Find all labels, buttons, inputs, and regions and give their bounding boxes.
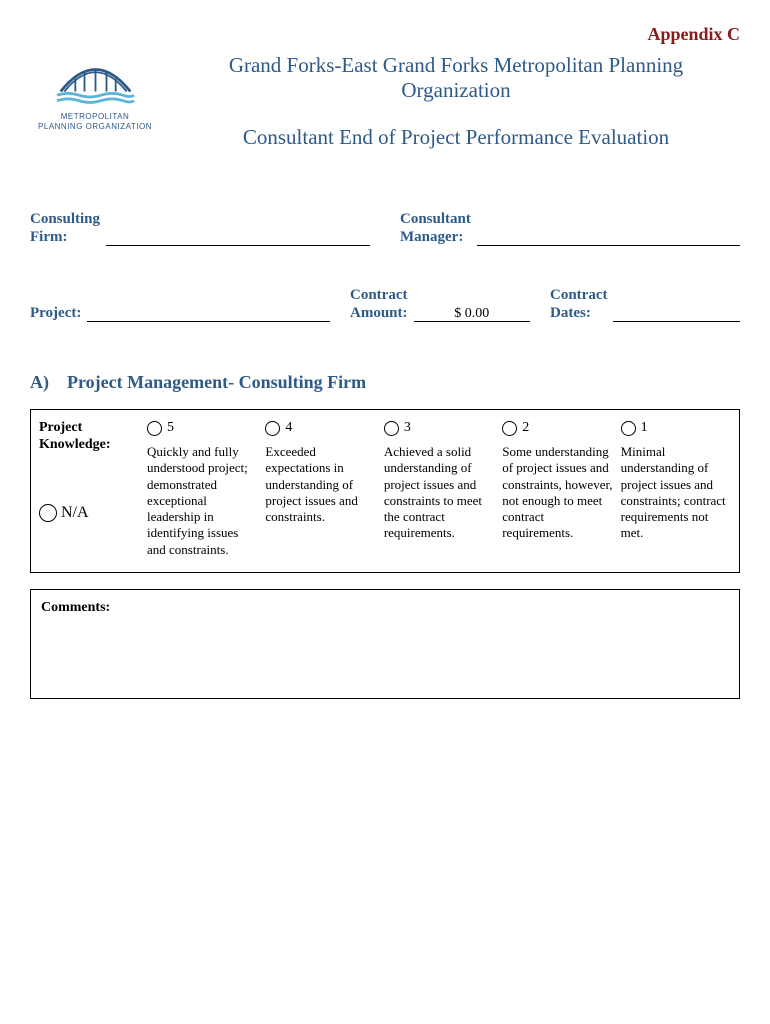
radio-1[interactable] bbox=[621, 421, 636, 436]
contract-dates-input[interactable] bbox=[613, 304, 740, 322]
rating-desc-1: Minimal understanding of project issues … bbox=[621, 444, 731, 542]
header: Metropolitan Planning Organization Grand… bbox=[30, 53, 740, 150]
radio-4[interactable] bbox=[265, 421, 280, 436]
logo-block: Metropolitan Planning Organization bbox=[30, 53, 160, 133]
logo-text: Metropolitan Planning Organization bbox=[30, 112, 160, 133]
project-input[interactable] bbox=[87, 304, 330, 322]
rating-desc-3: Achieved a solid understanding of projec… bbox=[384, 444, 494, 542]
radio-3[interactable] bbox=[384, 421, 399, 436]
section-a-heading: A) Project Management- Consulting Firm bbox=[30, 372, 740, 393]
consulting-firm-label: Consulting Firm: bbox=[30, 210, 100, 246]
form-fields: Consulting Firm: Consultant Manager: Pro… bbox=[30, 210, 740, 322]
rating-desc-4: Exceeded expectations in understanding o… bbox=[265, 444, 375, 525]
rating-desc-2: Some understanding of project issues and… bbox=[502, 444, 612, 542]
title-block: Grand Forks-East Grand Forks Metropolita… bbox=[172, 53, 740, 150]
logo-line1: Metropolitan bbox=[61, 112, 130, 121]
contract-amount-value: $ 0.00 bbox=[450, 306, 493, 323]
criterion-label: Project Knowledge: bbox=[39, 420, 139, 454]
contract-amount-label: Contract Amount: bbox=[350, 286, 408, 322]
comments-label: Comments: bbox=[41, 600, 110, 615]
appendix-label: Appendix C bbox=[30, 24, 740, 45]
rating-num-2: 2 bbox=[522, 420, 529, 436]
consultant-manager-input[interactable] bbox=[477, 228, 740, 246]
radio-na[interactable] bbox=[39, 504, 57, 522]
radio-5[interactable] bbox=[147, 421, 162, 436]
contract-amount-input[interactable]: $ 0.00 bbox=[414, 304, 530, 322]
project-label: Project: bbox=[30, 304, 81, 322]
rating-num-5: 5 bbox=[167, 420, 174, 436]
org-title: Grand Forks-East Grand Forks Metropolita… bbox=[172, 53, 740, 103]
rating-num-4: 4 bbox=[285, 420, 292, 436]
consultant-manager-label: Consultant Manager: bbox=[400, 210, 471, 246]
contract-dates-label: Contract Dates: bbox=[550, 286, 607, 322]
consulting-firm-input[interactable] bbox=[106, 228, 370, 246]
radio-2[interactable] bbox=[502, 421, 517, 436]
logo-line2: Planning Organization bbox=[38, 122, 152, 131]
na-label: N/A bbox=[61, 504, 89, 522]
rating-num-3: 3 bbox=[404, 420, 411, 436]
comments-box[interactable]: Comments: bbox=[30, 589, 740, 699]
form-subtitle: Consultant End of Project Performance Ev… bbox=[172, 125, 740, 150]
rating-desc-5: Quickly and fully understood project; de… bbox=[147, 444, 257, 558]
rating-num-1: 1 bbox=[641, 420, 648, 436]
mpo-logo-icon bbox=[48, 53, 143, 108]
rating-box: Project Knowledge: N/A 5 Quickly and ful… bbox=[30, 409, 740, 573]
